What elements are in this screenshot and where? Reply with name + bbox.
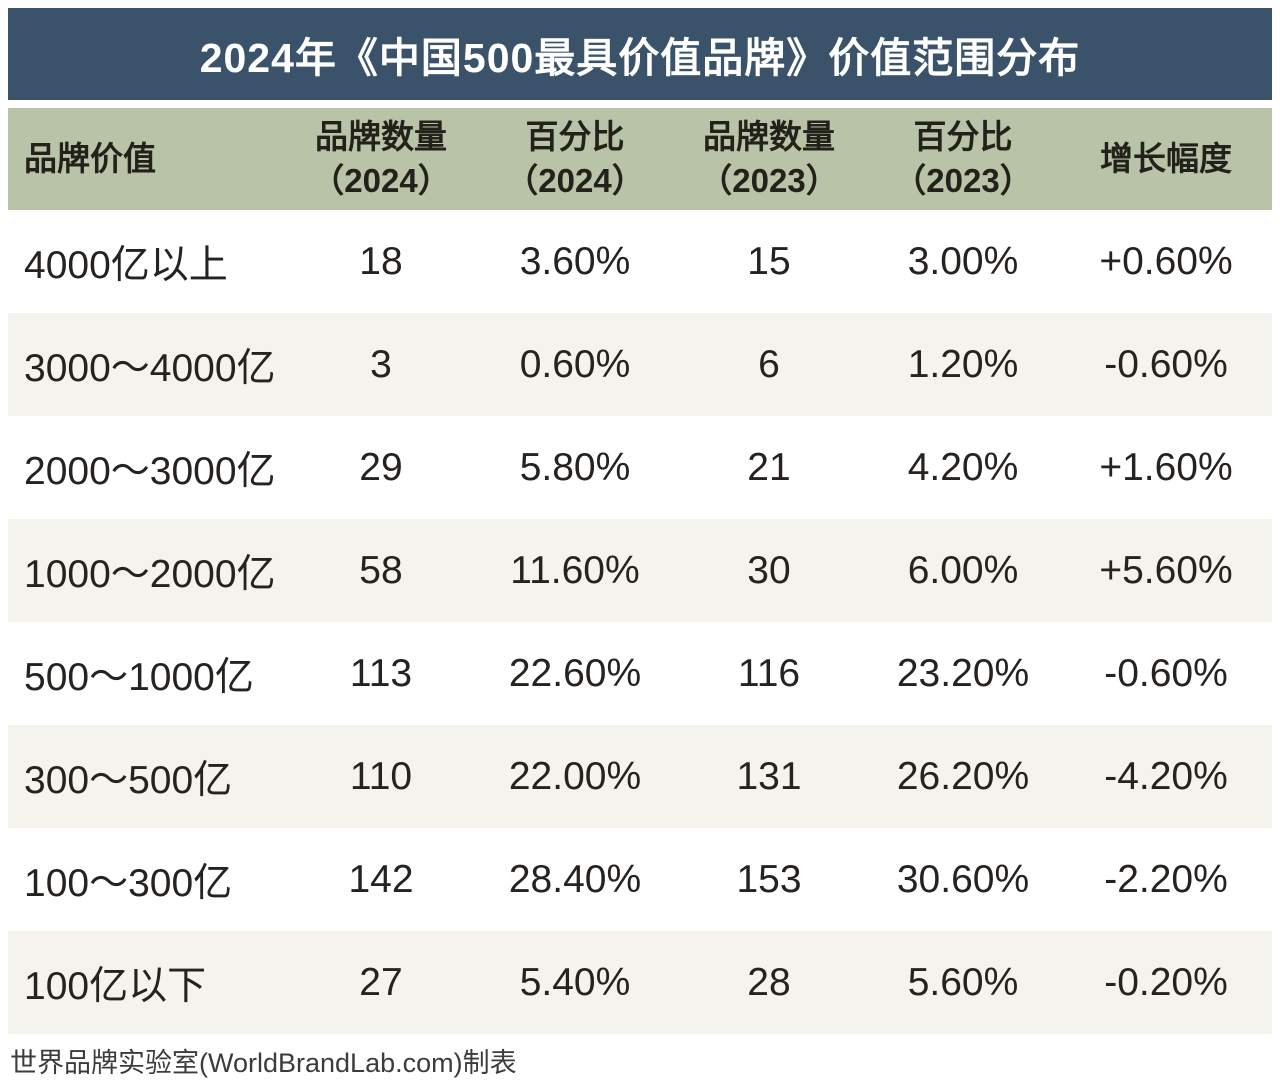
cell-change: +5.60% bbox=[1060, 519, 1272, 622]
cell-count-2024: 27 bbox=[284, 931, 478, 1034]
cell-label: 2000～3000亿 bbox=[8, 416, 284, 519]
page-title: 2024年《中国500最具价值品牌》价值范围分布 bbox=[199, 35, 1081, 81]
cell-change: -0.60% bbox=[1060, 622, 1272, 725]
table-header: 品牌价值 品牌数量 （2024） 百分比 （2024） 品牌数量 （2023） … bbox=[8, 108, 1272, 210]
cell-label: 500～1000亿 bbox=[8, 622, 284, 725]
header-label: 增长幅度 bbox=[1100, 140, 1232, 177]
cell-pct-2023: 5.60% bbox=[866, 931, 1060, 1034]
cell-pct-2024: 3.60% bbox=[478, 210, 672, 313]
header-cell-pct-2023: 百分比 （2023） bbox=[866, 108, 1060, 210]
header-sublabel: （2023） bbox=[893, 162, 1033, 199]
header-label: 品牌数量 bbox=[703, 118, 835, 155]
header-row: 品牌价值 品牌数量 （2024） 百分比 （2024） 品牌数量 （2023） … bbox=[8, 108, 1272, 210]
header-cell-pct-2024: 百分比 （2024） bbox=[478, 108, 672, 210]
cell-pct-2023: 6.00% bbox=[866, 519, 1060, 622]
cell-count-2023: 116 bbox=[672, 622, 866, 725]
cell-pct-2024: 28.40% bbox=[478, 828, 672, 931]
cell-change: +0.60% bbox=[1060, 210, 1272, 313]
cell-count-2023: 6 bbox=[672, 313, 866, 416]
cell-change: -2.20% bbox=[1060, 828, 1272, 931]
cell-change: -0.20% bbox=[1060, 931, 1272, 1034]
cell-label: 3000～4000亿 bbox=[8, 313, 284, 416]
cell-pct-2023: 1.20% bbox=[866, 313, 1060, 416]
cell-count-2024: 142 bbox=[284, 828, 478, 931]
cell-count-2024: 113 bbox=[284, 622, 478, 725]
cell-count-2023: 153 bbox=[672, 828, 866, 931]
header-sublabel: （2024） bbox=[311, 162, 451, 199]
cell-pct-2024: 5.80% bbox=[478, 416, 672, 519]
cell-count-2024: 58 bbox=[284, 519, 478, 622]
table-row: 500～1000亿 113 22.60% 116 23.20% -0.60% bbox=[8, 622, 1272, 725]
cell-pct-2023: 23.20% bbox=[866, 622, 1060, 725]
cell-count-2024: 110 bbox=[284, 725, 478, 828]
header-label: 品牌价值 bbox=[24, 140, 156, 177]
table-row: 1000～2000亿 58 11.60% 30 6.00% +5.60% bbox=[8, 519, 1272, 622]
cell-count-2024: 3 bbox=[284, 313, 478, 416]
header-sublabel: （2024） bbox=[505, 162, 645, 199]
cell-label: 300～500亿 bbox=[8, 725, 284, 828]
cell-pct-2024: 22.60% bbox=[478, 622, 672, 725]
cell-label: 100亿以下 bbox=[8, 931, 284, 1034]
source-credit: 世界品牌实验室(WorldBrandLab.com)制表 bbox=[10, 1048, 517, 1078]
cell-count-2023: 28 bbox=[672, 931, 866, 1034]
cell-change: -0.60% bbox=[1060, 313, 1272, 416]
cell-pct-2023: 26.20% bbox=[866, 725, 1060, 828]
cell-count-2023: 15 bbox=[672, 210, 866, 313]
header-label: 品牌数量 bbox=[315, 118, 447, 155]
cell-label: 1000～2000亿 bbox=[8, 519, 284, 622]
table-row: 300～500亿 110 22.00% 131 26.20% -4.20% bbox=[8, 725, 1272, 828]
header-cell-growth: 增长幅度 bbox=[1060, 108, 1272, 210]
table-row: 100～300亿 142 28.40% 153 30.60% -2.20% bbox=[8, 828, 1272, 931]
cell-count-2023: 131 bbox=[672, 725, 866, 828]
table-row: 100亿以下 27 5.40% 28 5.60% -0.20% bbox=[8, 931, 1272, 1034]
header-sublabel: （2023） bbox=[699, 162, 839, 199]
table-row: 3000～4000亿 3 0.60% 6 1.20% -0.60% bbox=[8, 313, 1272, 416]
cell-change: +1.60% bbox=[1060, 416, 1272, 519]
cell-label: 100～300亿 bbox=[8, 828, 284, 931]
cell-pct-2024: 11.60% bbox=[478, 519, 672, 622]
cell-pct-2023: 4.20% bbox=[866, 416, 1060, 519]
table-row: 4000亿以上 18 3.60% 15 3.00% +0.60% bbox=[8, 210, 1272, 313]
header-cell-count-2024: 品牌数量 （2024） bbox=[284, 108, 478, 210]
cell-count-2023: 21 bbox=[672, 416, 866, 519]
cell-label: 4000亿以上 bbox=[8, 210, 284, 313]
cell-pct-2023: 30.60% bbox=[866, 828, 1060, 931]
header-cell-brand-value: 品牌价值 bbox=[8, 108, 284, 210]
cell-pct-2024: 5.40% bbox=[478, 931, 672, 1034]
cell-pct-2024: 22.00% bbox=[478, 725, 672, 828]
cell-count-2024: 29 bbox=[284, 416, 478, 519]
brand-value-table: 品牌价值 品牌数量 （2024） 百分比 （2024） 品牌数量 （2023） … bbox=[8, 108, 1272, 1034]
header-cell-count-2023: 品牌数量 （2023） bbox=[672, 108, 866, 210]
cell-count-2024: 18 bbox=[284, 210, 478, 313]
spacer bbox=[8, 100, 1272, 108]
cell-count-2023: 30 bbox=[672, 519, 866, 622]
header-label: 百分比 bbox=[525, 118, 625, 155]
table-row: 2000～3000亿 29 5.80% 21 4.20% +1.60% bbox=[8, 416, 1272, 519]
cell-change: -4.20% bbox=[1060, 725, 1272, 828]
cell-pct-2024: 0.60% bbox=[478, 313, 672, 416]
header-label: 百分比 bbox=[913, 118, 1013, 155]
table-body: 4000亿以上 18 3.60% 15 3.00% +0.60% 3000～4000亿 3 0.… bbox=[8, 210, 1272, 1034]
cell-pct-2023: 3.00% bbox=[866, 210, 1060, 313]
title-bar: 2024年《中国500最具价值品牌》价值范围分布 bbox=[8, 8, 1272, 100]
